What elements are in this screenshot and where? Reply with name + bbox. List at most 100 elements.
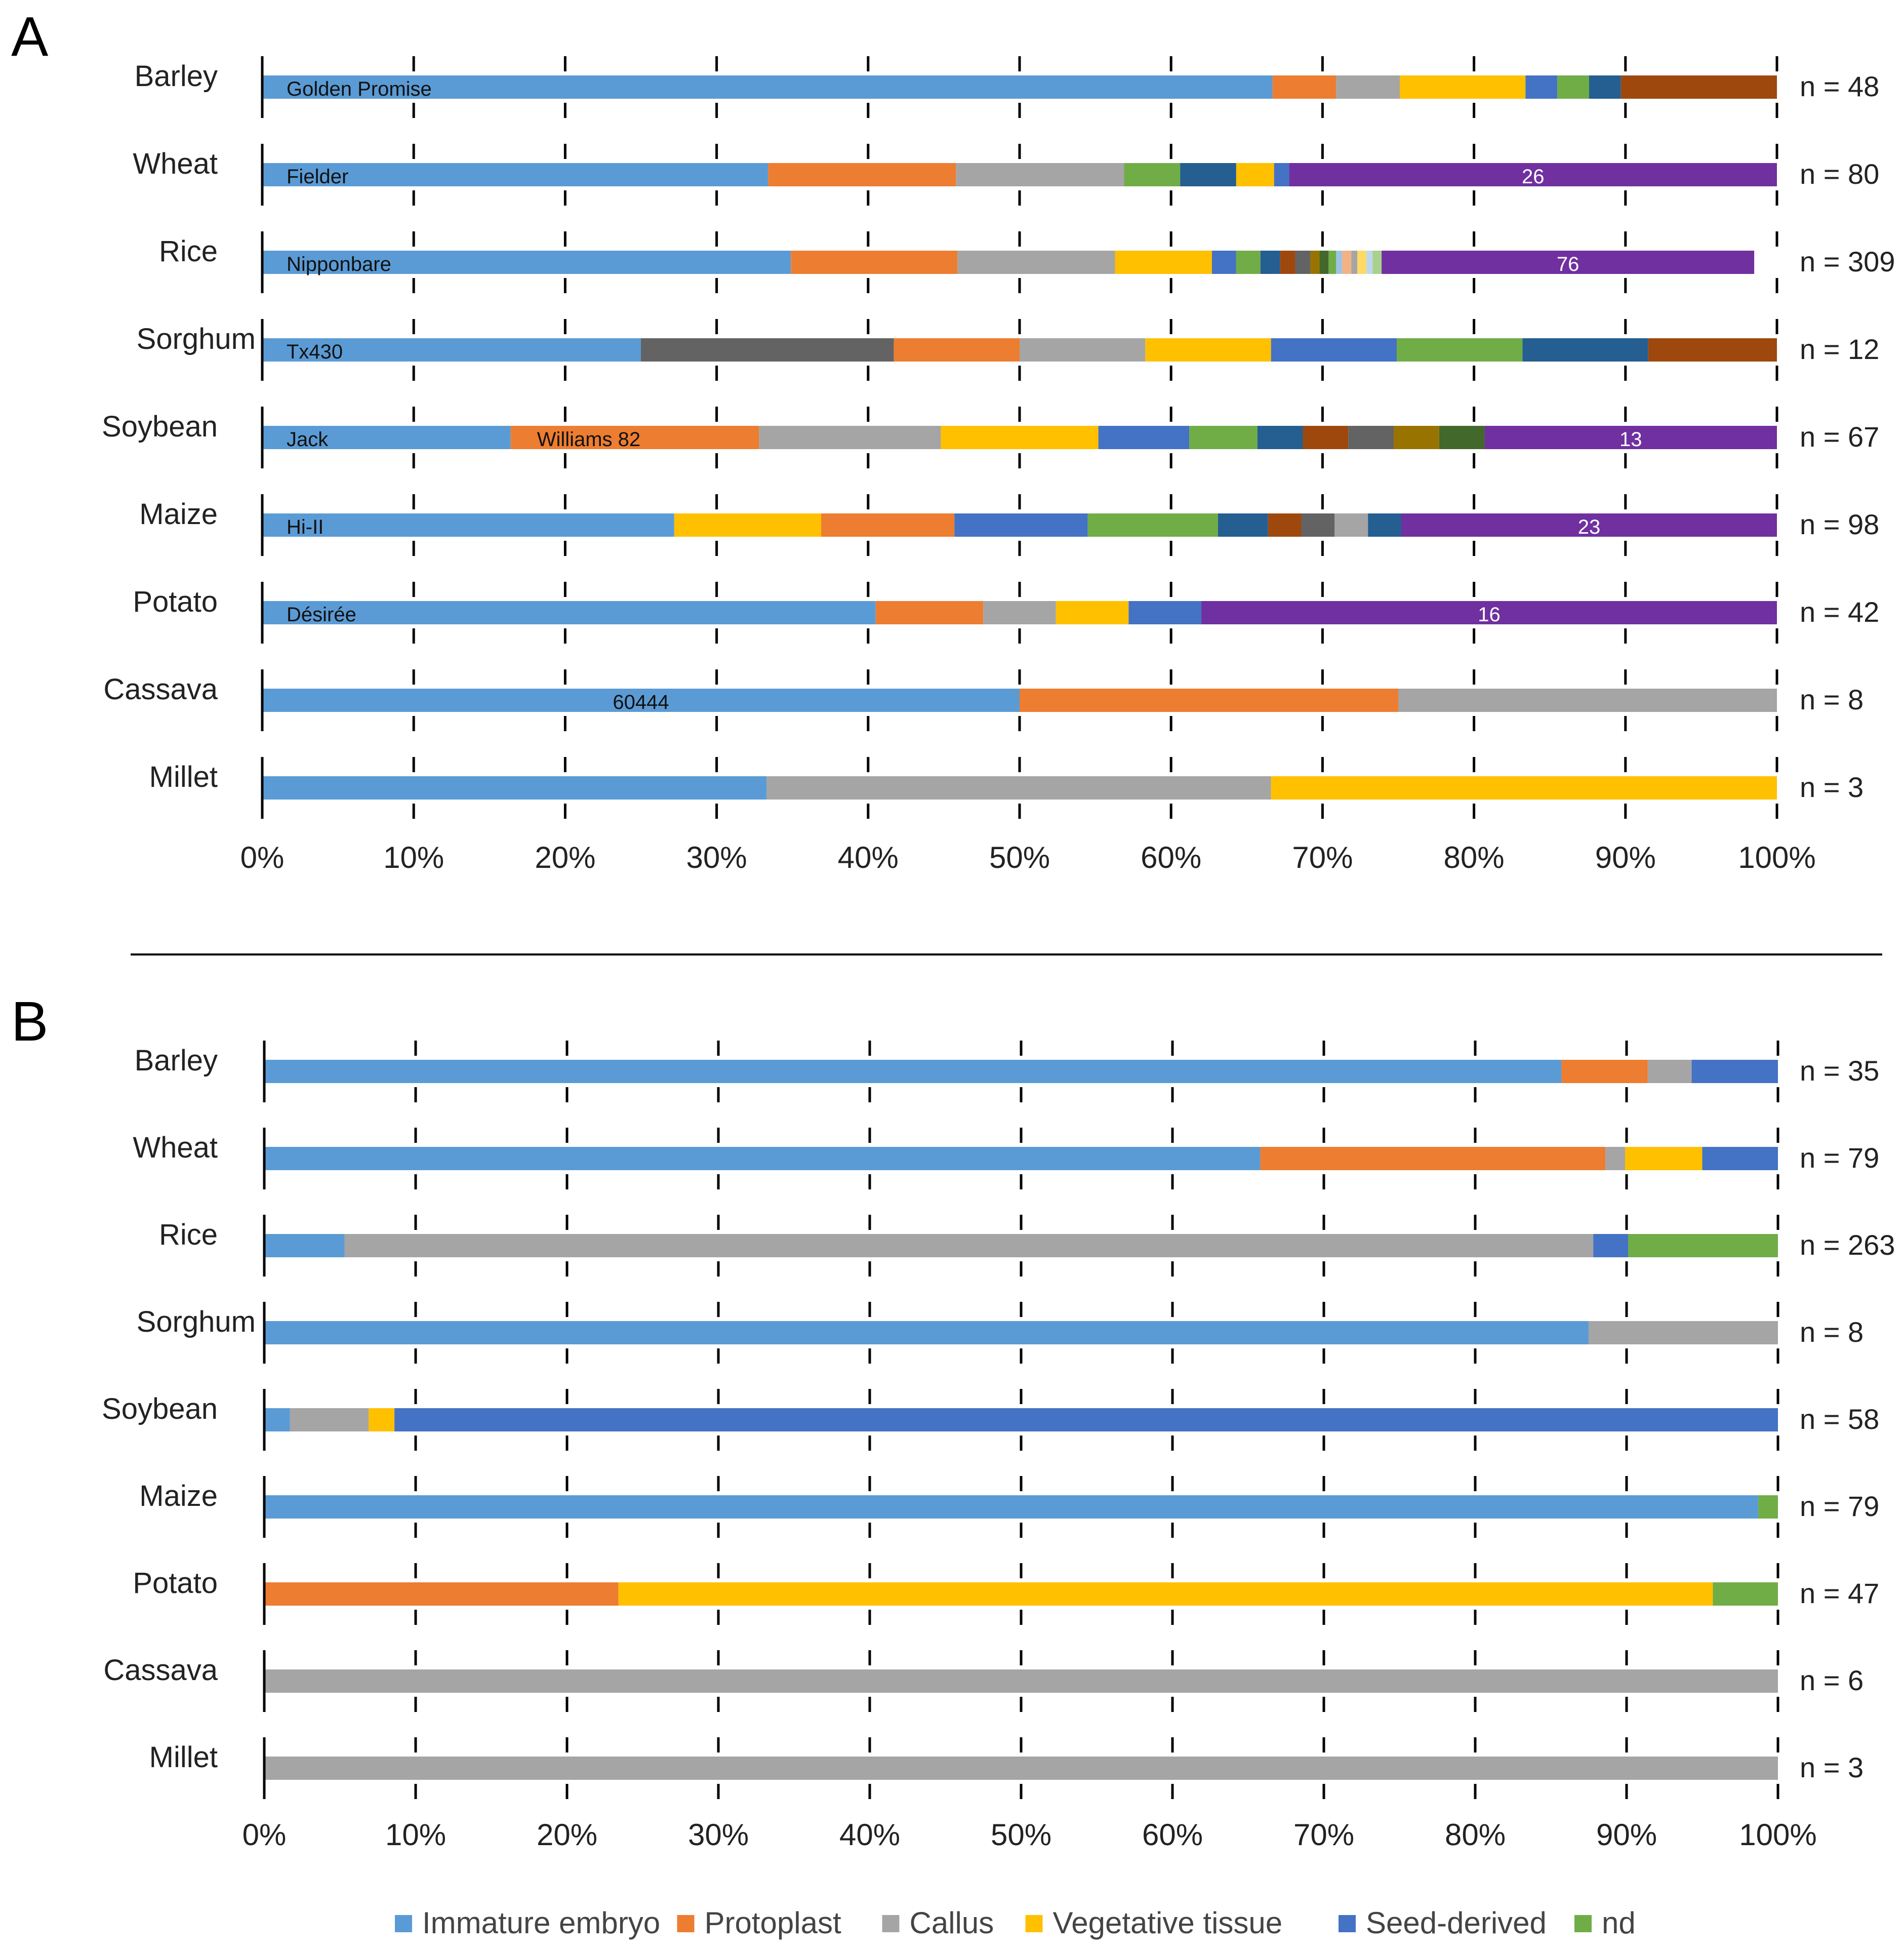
- bar-segment-olive: [1310, 251, 1320, 274]
- bar-segment-callus: [344, 1234, 1594, 1257]
- bar-segment-protoplast: [768, 163, 956, 186]
- crop-label: Rice: [159, 235, 218, 268]
- bar-segment-callus: [264, 1669, 1778, 1693]
- bar-segment-immature-embryo: [262, 513, 674, 537]
- bar-segment-immature-embryo: [262, 601, 876, 624]
- x-tick-label: 20%: [537, 1818, 597, 1852]
- bar-segment-vegetative-tissue: [618, 1582, 1713, 1606]
- row-potato: Potato n = 47: [133, 1563, 1879, 1625]
- bar-segment-callus: [766, 776, 1271, 800]
- row-wheat: Wheat n = 79: [133, 1128, 1879, 1189]
- legend-item-immature-embryo: Immature embryo: [395, 1906, 660, 1940]
- n-label: n = 12: [1800, 333, 1879, 365]
- bar-segment-protoplast: [791, 251, 958, 274]
- legend-label: Callus: [910, 1906, 994, 1940]
- bar-segment-nd: [1557, 75, 1589, 99]
- legend-label: nd: [1602, 1906, 1636, 1940]
- bar-segment-brown: [1280, 251, 1295, 274]
- bar-segment-callus: [759, 426, 941, 449]
- bar-segment-label: Hi-II: [287, 516, 323, 538]
- crop-label: Soybean: [102, 1392, 218, 1425]
- x-tick-label: 60%: [1142, 1818, 1203, 1852]
- bar-segment-label: 16: [1478, 604, 1501, 626]
- bar-segment-callus: [1020, 338, 1146, 362]
- panel-a: A Barley Golden Promise n = 48 Wheat Fielder 2…: [11, 6, 1895, 874]
- row-wheat: Wheat Fielder 26 n = 80: [133, 144, 1879, 206]
- bar-segment-label: Désirée: [287, 604, 356, 626]
- bar-segment-callus: [956, 163, 1124, 186]
- x-tick-label: 70%: [1292, 841, 1353, 874]
- bar-segment-dark-blue: [1522, 338, 1648, 362]
- bar-segment-seed-derived: [1593, 1234, 1628, 1257]
- bar-segment-nd: [1628, 1234, 1778, 1257]
- bar-segment-seed-derived: [954, 513, 1088, 537]
- bar-segment-vegetative-tissue: [1115, 251, 1212, 274]
- crop-label: Cassava: [103, 673, 218, 706]
- crop-label: Barley: [135, 1044, 218, 1077]
- n-label: n = 48: [1800, 70, 1879, 102]
- bar-segment-seed-derived: [1211, 251, 1236, 274]
- crop-label: Potato: [133, 1567, 218, 1600]
- bar-segment-label: 13: [1619, 428, 1642, 451]
- legend-label: Protoplast: [705, 1906, 841, 1940]
- bar-segment-immature-embryo: [262, 251, 791, 274]
- bar-segment-brown: [1648, 338, 1777, 362]
- bar-segment-callus: [1647, 1060, 1692, 1083]
- bar-segment-label: Jack: [287, 428, 329, 451]
- bar-segment-brown: [1621, 75, 1777, 99]
- bar-segment-dark-blue: [1180, 163, 1236, 186]
- bar-segment-nd: [1189, 426, 1258, 449]
- n-label: n = 79: [1800, 1142, 1879, 1174]
- row-soybean: Soybean Jack Williams 82 13 n = 67: [102, 407, 1879, 468]
- bar-segment-light-green: [1372, 251, 1382, 274]
- n-label: n = 47: [1800, 1577, 1879, 1609]
- bar-segment-brown: [1303, 426, 1349, 449]
- bar-segment-light-blue: [1336, 251, 1343, 274]
- crop-label: Maize: [139, 498, 218, 531]
- bar-segment-immature-embryo: [264, 1495, 1759, 1519]
- bar-segment-vegetative-tissue: [1625, 1147, 1703, 1170]
- bar-segment-protoplast: [510, 426, 759, 449]
- n-label: n = 35: [1800, 1055, 1879, 1087]
- panel-letter-a: A: [11, 6, 49, 68]
- bar-segment-purple: [1289, 163, 1777, 186]
- x-tick-label: 90%: [1596, 1818, 1657, 1852]
- x-tick-label: 60%: [1141, 841, 1201, 874]
- bar-segment-label: Nipponbare: [287, 253, 391, 275]
- bar-segment-immature-embryo: [262, 426, 511, 449]
- row-sorghum: Sorghum n = 8: [137, 1302, 1864, 1364]
- x-axis: 0% 10% 20% 30% 40% 50% 60% 70% 80% 90% 100%: [240, 841, 1816, 874]
- n-label: n = 42: [1800, 596, 1879, 628]
- row-maize: Maize Hi-II 23 n = 98: [139, 494, 1879, 556]
- bar-segment-protoplast: [1561, 1060, 1648, 1083]
- bar-segment-vegetative-tissue: [1271, 776, 1777, 800]
- bar-segment-seed-derived: [394, 1408, 1778, 1431]
- bar-segment-seed-derived: [1098, 426, 1190, 449]
- legend-swatch: [677, 1915, 695, 1932]
- bar-segment-protoplast: [821, 513, 955, 537]
- bar-segment-seed-derived: [1128, 601, 1202, 624]
- bar-segment-pale-blue: [1366, 251, 1373, 274]
- bar-segment-nd: [1713, 1582, 1778, 1606]
- x-tick-label: 70%: [1293, 1818, 1354, 1852]
- x-tick-label: 30%: [686, 841, 747, 874]
- crop-label: Wheat: [133, 147, 218, 180]
- x-tick-label: 0%: [242, 1818, 287, 1852]
- bar-segment-purple: [1484, 426, 1777, 449]
- n-label: n = 309: [1800, 246, 1895, 277]
- bar-segment-immature-embryo: [262, 338, 641, 362]
- legend-swatch: [1025, 1915, 1043, 1932]
- crop-label: Wheat: [133, 1131, 218, 1164]
- bar-segment-protoplast: [875, 601, 984, 624]
- row-millet: Millet n = 3: [149, 1737, 1864, 1799]
- x-tick-label: 80%: [1444, 841, 1505, 874]
- bar-segment-dark-blue: [1257, 426, 1303, 449]
- bar-segment-callus: [957, 251, 1115, 274]
- x-tick-label: 10%: [385, 1818, 446, 1852]
- bar-segment-nd: [1397, 338, 1523, 362]
- legend-swatch: [882, 1915, 900, 1932]
- bar-segment-seed-derived: [1702, 1147, 1778, 1170]
- n-label: n = 3: [1800, 771, 1864, 803]
- row-barley: Barley n = 35: [135, 1041, 1879, 1102]
